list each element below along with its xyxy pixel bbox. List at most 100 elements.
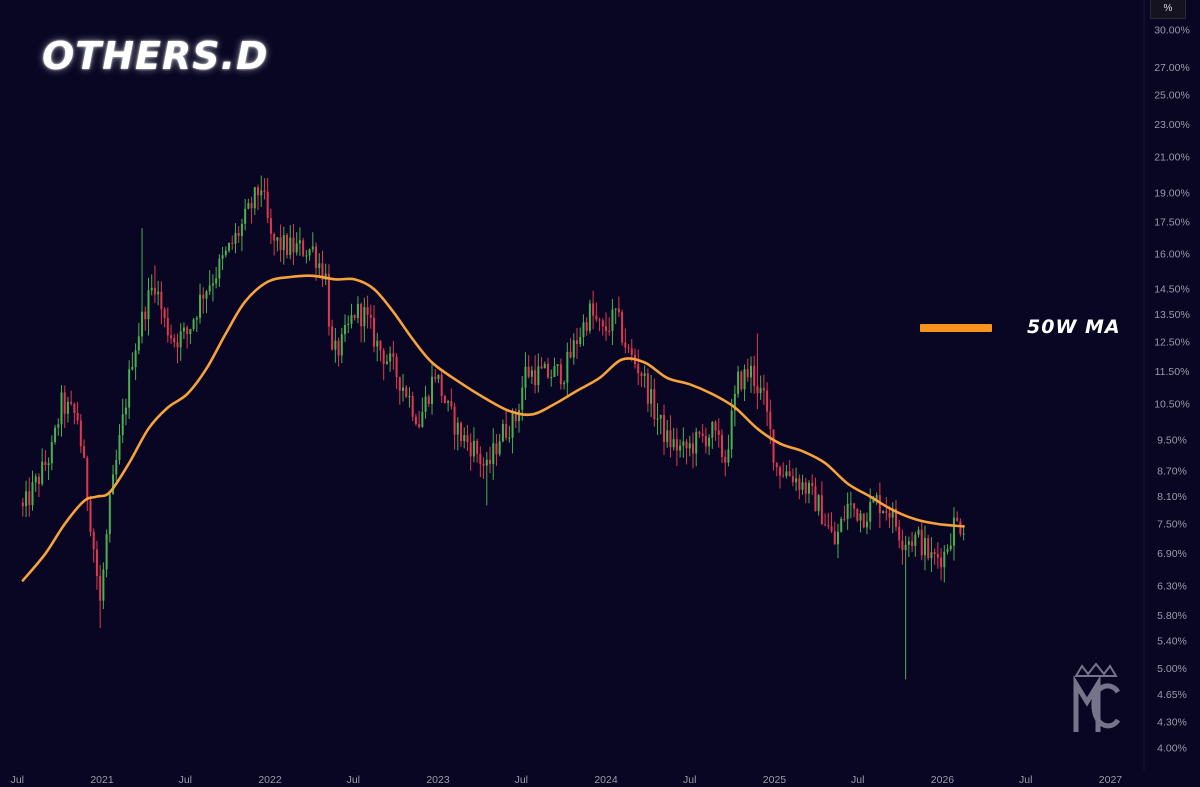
candle [524, 352, 527, 401]
candle [911, 531, 914, 553]
candle [611, 298, 614, 346]
unit-label[interactable]: % [1150, 0, 1186, 19]
candle [576, 327, 579, 359]
candle [933, 548, 936, 565]
candle [675, 428, 678, 467]
candle [537, 353, 540, 393]
candle [843, 505, 846, 522]
candle [211, 274, 214, 302]
candle-body [476, 440, 479, 454]
candle [447, 399, 450, 412]
candle [195, 315, 198, 333]
candle [228, 242, 231, 253]
candle [811, 474, 814, 496]
candle-body [25, 491, 28, 507]
candle [460, 421, 463, 447]
candle-body [376, 340, 379, 347]
candle [44, 450, 47, 471]
candle [785, 465, 788, 479]
candle-body [292, 237, 295, 253]
candle [25, 480, 28, 518]
candle [753, 355, 756, 394]
y-tick-label: 5.40% [1157, 636, 1187, 648]
candle-body [579, 337, 582, 344]
x-tick-label: Jul [11, 774, 24, 786]
candle-body [250, 203, 253, 209]
candle [356, 296, 359, 324]
candle [672, 427, 675, 451]
candle [105, 529, 108, 578]
x-tick-label: Jul [179, 774, 192, 786]
candle-body [295, 243, 298, 253]
candle [331, 319, 334, 351]
candle [685, 438, 688, 465]
candle [153, 265, 156, 303]
candle-body [334, 340, 337, 350]
candle [102, 562, 105, 609]
candle-body [907, 541, 910, 545]
candle [894, 500, 897, 532]
candle [569, 338, 572, 359]
candle-body [527, 366, 530, 377]
candle [547, 357, 550, 380]
candle [720, 429, 723, 464]
candle [701, 424, 704, 443]
candle [727, 434, 730, 467]
candle-body [772, 429, 775, 463]
candle [766, 382, 769, 427]
candle-body [914, 534, 917, 546]
candle [505, 410, 508, 441]
candle [898, 519, 901, 548]
candle [704, 427, 707, 454]
candle-body [920, 529, 923, 556]
candle-body [89, 500, 92, 532]
candle [392, 340, 395, 370]
candle [688, 435, 691, 457]
candle [385, 354, 388, 365]
candle [943, 545, 946, 583]
candle-body [353, 315, 356, 318]
candle [743, 364, 746, 402]
candle [959, 518, 962, 537]
candle [440, 368, 443, 403]
candle [144, 306, 147, 331]
candle [273, 232, 276, 256]
candle [453, 402, 456, 450]
candle [427, 394, 430, 408]
candle-body [418, 424, 421, 427]
candle-body [672, 439, 675, 448]
candle-body [121, 414, 124, 435]
candle [141, 228, 144, 344]
candle-body [698, 431, 701, 434]
candle-body [466, 435, 469, 443]
candle-body [788, 471, 791, 477]
candle-body [666, 430, 669, 443]
candle-body [315, 246, 318, 269]
candle [856, 508, 859, 523]
candle-body [785, 471, 788, 476]
candle [60, 385, 63, 437]
candle [604, 312, 608, 341]
candle [334, 328, 337, 363]
candle-body [685, 441, 688, 449]
candle-body [923, 538, 926, 556]
candle-body [389, 353, 392, 362]
candle-body [31, 482, 34, 506]
candle-body [508, 437, 511, 439]
candle-body [221, 255, 224, 259]
candle [199, 283, 202, 324]
candle-body [327, 273, 330, 327]
candle-body [688, 443, 691, 449]
candle [466, 424, 469, 452]
x-axis: Jul 2021 Jul 2022 Jul 2023 Jul 2024 Jul 2025 Jul 20… [11, 774, 1123, 786]
candle [379, 340, 382, 362]
candle [263, 178, 266, 200]
candle-body [601, 320, 604, 327]
candle-body [337, 340, 340, 356]
candle [849, 491, 852, 519]
candle-body [492, 443, 495, 465]
candle [814, 477, 817, 512]
candle-body [724, 456, 727, 463]
y-tick-label: 17.50% [1154, 217, 1190, 229]
